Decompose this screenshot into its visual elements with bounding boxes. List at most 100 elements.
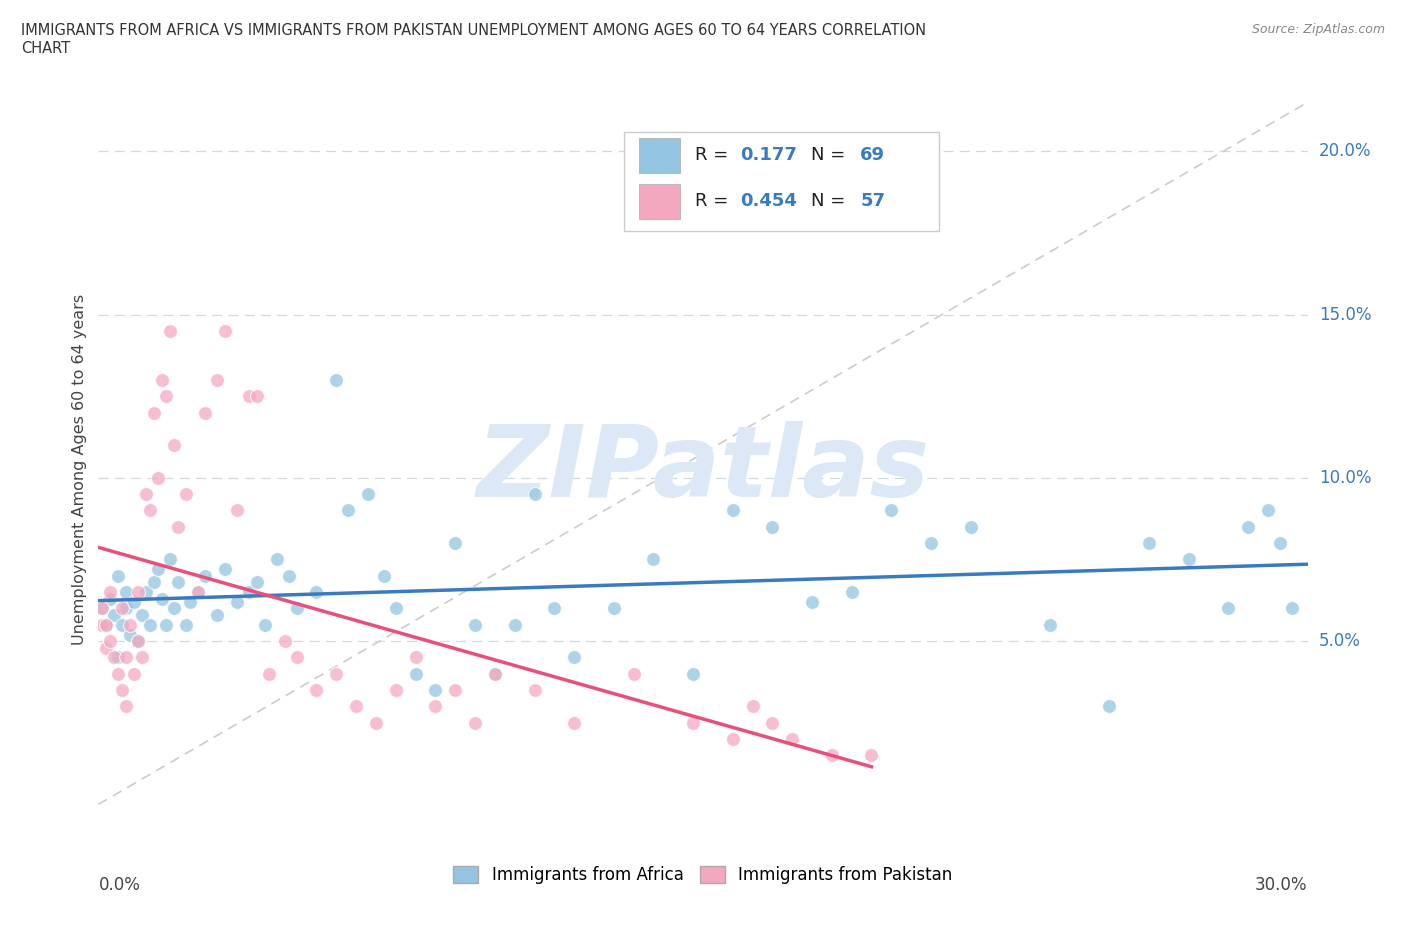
Point [643,552,665,567]
Text: N =: N = [811,193,851,210]
Point [142,575,165,590]
Point [761,715,783,730]
Point [880,503,903,518]
Point [166,575,188,590]
Point [444,683,467,698]
Point [91,618,114,632]
Point [780,732,803,747]
Point [150,591,173,606]
Text: ZIPatlas: ZIPatlas [477,421,929,518]
Text: 10.0%: 10.0% [1319,469,1371,486]
Point [107,650,129,665]
Point [484,666,506,681]
Point [155,618,177,632]
Point [127,633,149,648]
Point [801,594,824,609]
Point [115,699,138,714]
Point [562,650,585,665]
Point [91,601,114,616]
Point [174,486,197,501]
Point [344,699,367,714]
Point [214,324,236,339]
Text: IMMIGRANTS FROM AFRICA VS IMMIGRANTS FROM PAKISTAN UNEMPLOYMENT AMONG AGES 60 TO: IMMIGRANTS FROM AFRICA VS IMMIGRANTS FRO… [21,23,927,56]
Point [91,601,114,616]
Point [146,562,169,577]
Point [96,640,118,655]
Point [623,666,645,681]
Point [325,372,347,387]
Point [1281,601,1303,616]
Text: R =: R = [695,146,734,165]
Point [274,633,297,648]
Point [741,699,763,714]
Point [98,585,121,600]
Text: 0.454: 0.454 [741,193,797,210]
Point [207,607,229,622]
FancyBboxPatch shape [624,132,939,231]
Point [305,683,328,698]
Point [246,389,269,404]
Point [131,650,153,665]
Point [253,618,276,632]
Point [98,591,121,606]
Point [405,666,427,681]
Point [163,601,186,616]
Point [860,748,883,763]
Point [246,575,269,590]
Point [139,503,162,518]
Point [96,618,118,632]
Point [207,372,229,387]
Point [682,715,704,730]
FancyBboxPatch shape [638,138,681,173]
Point [405,650,427,665]
Point [1137,536,1160,551]
Point [226,594,249,609]
Text: 30.0%: 30.0% [1256,876,1308,894]
Point [103,607,125,622]
Point [464,715,486,730]
Text: 57: 57 [860,193,886,210]
Point [146,471,169,485]
Point [959,519,981,534]
Point [115,601,138,616]
Point [682,666,704,681]
Point [357,486,380,501]
Point [841,585,863,600]
Legend: Immigrants from Africa, Immigrants from Pakistan: Immigrants from Africa, Immigrants from … [447,859,959,891]
Point [523,486,546,501]
Point [159,324,181,339]
Point [543,601,565,616]
Point [1268,536,1291,551]
Point [155,389,177,404]
Point [444,536,467,551]
Point [111,618,134,632]
Point [103,650,125,665]
Point [135,585,157,600]
Point [174,618,197,632]
Point [384,601,406,616]
Point [562,715,585,730]
Point [98,633,121,648]
Point [1177,552,1199,567]
Text: 69: 69 [860,146,886,165]
Point [150,372,173,387]
Point [127,633,149,648]
Point [111,683,134,698]
Point [761,519,783,534]
Y-axis label: Unemployment Among Ages 60 to 64 years: Unemployment Among Ages 60 to 64 years [72,294,87,645]
Point [920,536,942,551]
Point [266,552,288,567]
Point [194,568,217,583]
Point [115,585,138,600]
Point [384,683,406,698]
Point [214,562,236,577]
Point [721,503,744,518]
Point [277,568,299,583]
Point [484,666,506,681]
Point [159,552,181,567]
Text: 20.0%: 20.0% [1319,142,1371,160]
Point [325,666,347,681]
Point [131,607,153,622]
Point [238,389,260,404]
Point [135,486,157,501]
